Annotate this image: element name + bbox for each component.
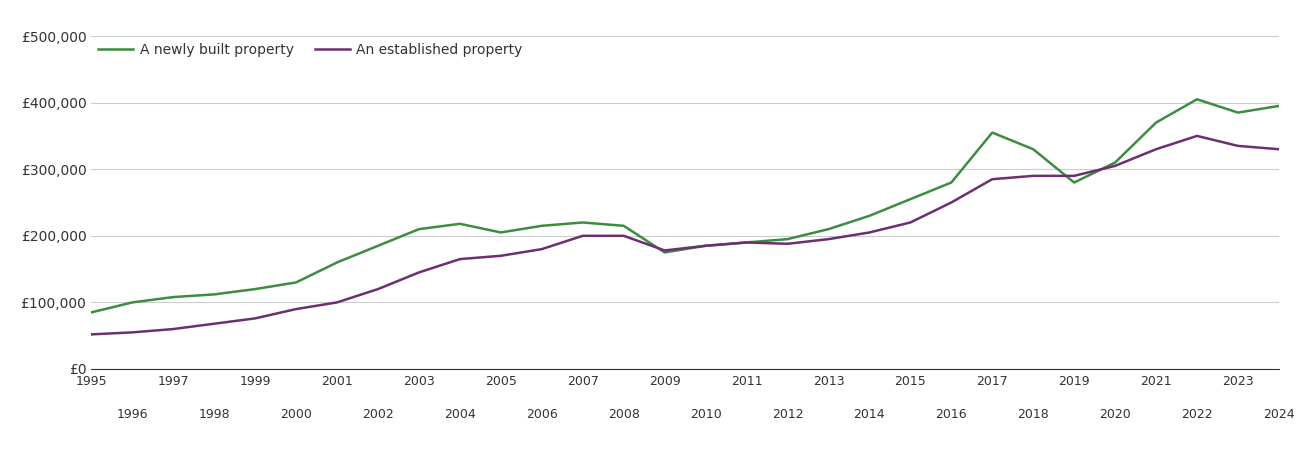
An established property [984,176,1000,182]
Text: 2022: 2022 [1181,408,1212,421]
An established property [206,321,222,326]
An established property [534,247,549,252]
A newly built property [452,221,467,226]
A newly built property [576,220,591,225]
Line: An established property: An established property [91,136,1279,334]
An established property [779,241,795,247]
A newly built property [166,294,181,300]
An established property [698,243,714,248]
Text: 1998: 1998 [198,408,230,421]
Text: 2020: 2020 [1099,408,1131,421]
Text: 2012: 2012 [771,408,804,421]
A newly built property [288,280,304,285]
An established property [124,330,140,335]
An established property [944,200,959,205]
A newly built property [779,236,795,242]
An established property [166,326,181,332]
Text: 2004: 2004 [444,408,476,421]
A newly built property [1026,147,1041,152]
A newly built property [534,223,549,229]
A newly built property [84,310,99,315]
A newly built property [371,243,386,248]
A newly built property [656,250,672,255]
A newly built property [124,300,140,305]
An established property [739,240,754,245]
Text: 2000: 2000 [281,408,312,421]
Text: 1996: 1996 [116,408,147,421]
An established property [288,306,304,312]
Text: 2016: 2016 [936,408,967,421]
Legend: A newly built property, An established property: A newly built property, An established p… [98,43,523,57]
An established property [248,316,264,321]
An established property [452,256,467,262]
An established property [1026,173,1041,179]
An established property [1189,133,1205,139]
Text: 2014: 2014 [853,408,885,421]
A newly built property [1148,120,1164,125]
A newly built property [616,223,632,229]
Text: 2010: 2010 [690,408,722,421]
A newly built property [493,230,509,235]
An established property [861,230,877,235]
An established property [371,286,386,292]
An established property [616,233,632,238]
A newly built property [1066,180,1082,185]
A newly built property [861,213,877,219]
Text: 2006: 2006 [526,408,557,421]
A newly built property [1107,160,1122,165]
An established property [493,253,509,258]
An established property [1148,147,1164,152]
A newly built property [984,130,1000,135]
An established property [1066,173,1082,179]
A newly built property [1271,103,1287,108]
A newly built property [698,243,714,248]
An established property [329,300,345,305]
A newly built property [903,197,919,202]
A newly built property [411,226,427,232]
An established property [576,233,591,238]
A newly built property [1231,110,1246,115]
An established property [411,270,427,275]
An established property [84,332,99,337]
A newly built property [206,292,222,297]
A newly built property [739,240,754,245]
An established property [1107,163,1122,169]
Text: 2002: 2002 [361,408,394,421]
Text: 2008: 2008 [608,408,639,421]
A newly built property [1189,97,1205,102]
An established property [1231,143,1246,148]
Text: 2024: 2024 [1263,408,1295,421]
A newly built property [329,260,345,265]
An established property [1271,147,1287,152]
A newly built property [248,286,264,292]
An established property [656,248,672,253]
Text: 2018: 2018 [1018,408,1049,421]
An established property [903,220,919,225]
Line: A newly built property: A newly built property [91,99,1279,312]
An established property [821,236,837,242]
A newly built property [944,180,959,185]
A newly built property [821,226,837,232]
